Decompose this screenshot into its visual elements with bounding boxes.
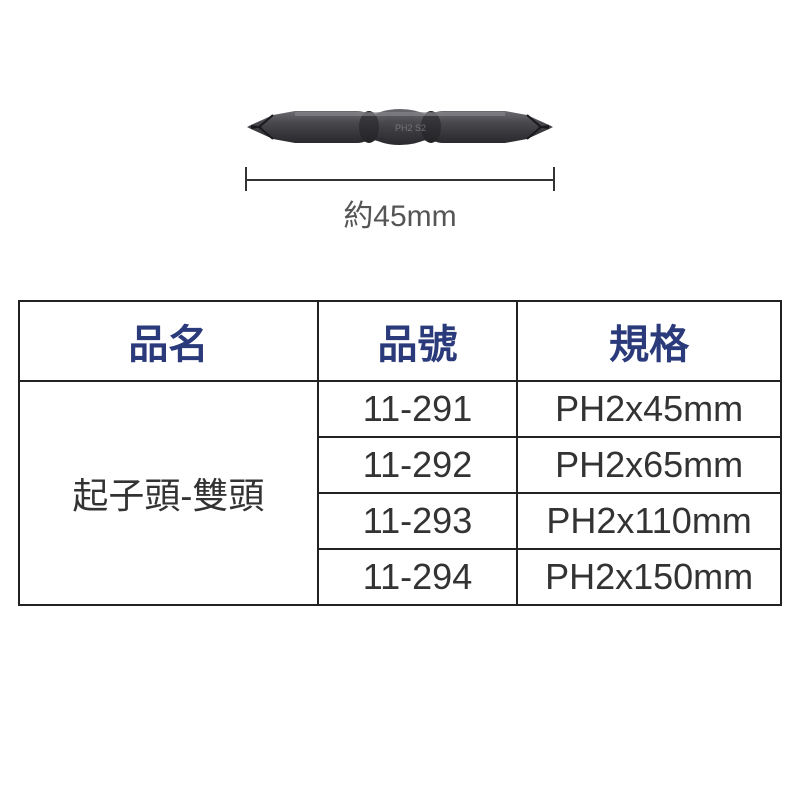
dimension-tick-right xyxy=(553,167,555,191)
cell-code: 11-291 xyxy=(318,381,517,437)
svg-text:PH2 S2: PH2 S2 xyxy=(395,123,426,133)
product-figure: PH2 S2 約45mm xyxy=(225,95,575,235)
cell-spec: PH2x45mm xyxy=(517,381,781,437)
cell-spec: PH2x65mm xyxy=(517,437,781,493)
table-header-row: 品名 品號 規格 xyxy=(19,301,781,381)
dimension-label: 約45mm xyxy=(245,191,555,235)
cell-code: 11-293 xyxy=(318,493,517,549)
cell-code: 11-292 xyxy=(318,437,517,493)
header-name: 品名 xyxy=(19,301,318,381)
table-row: 起子頭-雙頭 11-291 PH2x45mm xyxy=(19,381,781,437)
dimension-indicator: 約45mm xyxy=(245,167,555,227)
cell-code: 11-294 xyxy=(318,549,517,605)
screwdriver-bit-image: PH2 S2 xyxy=(245,95,555,159)
header-code: 品號 xyxy=(318,301,517,381)
spec-table: 品名 品號 規格 起子頭-雙頭 11-291 PH2x45mm 11-292 P… xyxy=(18,300,782,606)
header-spec: 規格 xyxy=(517,301,781,381)
cell-spec: PH2x150mm xyxy=(517,549,781,605)
cell-product-name: 起子頭-雙頭 xyxy=(19,381,318,605)
dimension-line xyxy=(245,179,555,181)
cell-spec: PH2x110mm xyxy=(517,493,781,549)
